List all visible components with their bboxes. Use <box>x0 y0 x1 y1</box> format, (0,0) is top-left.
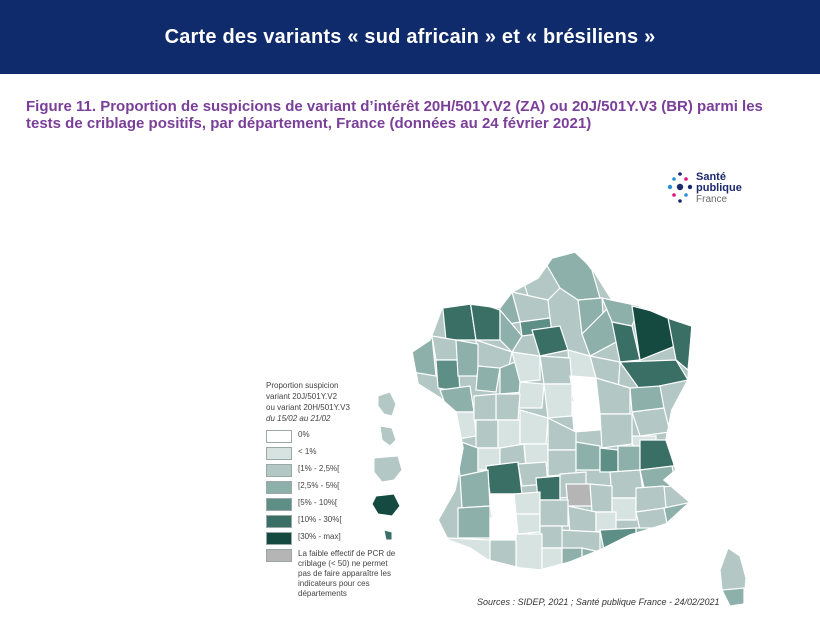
department-vendee <box>447 411 477 441</box>
department-tarn-et-garonne <box>515 513 541 535</box>
legend-label: La faible effectif de PCR de criblage (<… <box>298 549 396 598</box>
department-var <box>635 527 669 547</box>
legend-swatch <box>266 515 292 528</box>
department-gers <box>489 517 519 541</box>
department-yonne <box>569 375 601 403</box>
department-gironde <box>459 469 491 509</box>
legend-label: [5% - 10%[ <box>298 498 338 507</box>
department-loir-et-cher <box>517 381 545 409</box>
department-deux-sevres <box>475 419 499 449</box>
department-guyane <box>373 455 403 483</box>
department-martinique <box>379 425 397 447</box>
legend-swatch <box>266 498 292 511</box>
legend-swatch <box>266 549 292 562</box>
department-mayotte <box>383 529 393 541</box>
logo-line-1: Santé <box>696 171 726 183</box>
department-loiret <box>539 355 573 385</box>
department-ille-vilaine <box>455 339 479 377</box>
page-title: Carte des variants « sud africain » et «… <box>164 25 656 48</box>
legend-label: [2,5% - 5%[ <box>298 481 340 490</box>
department-saone-et-loire <box>599 413 633 449</box>
source-note: Sources : SIDEP, 2021 ; Santé publique F… <box>477 597 720 607</box>
department-puy-de-dome <box>547 449 577 477</box>
legend-entry-3: [2,5% - 5%[ <box>266 481 339 494</box>
legend-title: Proportion suspicion variant 20J/501Y.V2… <box>266 380 386 424</box>
map-legend: Proportion suspicion variant 20J/501Y.V2… <box>266 380 395 598</box>
department-loire-atlantique <box>439 385 475 413</box>
department-vienne <box>497 419 521 449</box>
legend-swatch <box>266 464 292 477</box>
department-maine-et-loire <box>473 393 497 421</box>
department-lot <box>513 491 541 515</box>
department-tarn <box>539 525 563 549</box>
department-alpes-haute-provence <box>635 507 669 531</box>
legend-entry-4: [5% - 10%[ <box>266 498 337 511</box>
department-haute-garonne <box>515 533 543 570</box>
department-aveyron <box>539 499 569 527</box>
legend-entry-2: [1% - 2,5%[ <box>266 464 339 477</box>
legend-swatch <box>266 447 292 460</box>
legend-swatch <box>266 430 292 443</box>
department-ain <box>617 445 641 473</box>
legend-title-line-2: variant 20J/501Y.V2 <box>266 392 338 401</box>
department-haute-savoie <box>639 439 675 471</box>
legend-entry-na: La faible effectif de PCR de criblage (<… <box>266 549 398 599</box>
department-cher <box>543 383 573 419</box>
header-banner: Carte des variants « sud africain » et «… <box>0 0 820 74</box>
department-nievre <box>571 399 601 433</box>
logo-line-3: France <box>696 194 728 205</box>
legend-entry-5: [10% - 30%[ <box>266 515 342 528</box>
department-landes <box>457 505 491 539</box>
department-ardeche <box>589 483 613 513</box>
legend-swatch <box>266 532 292 545</box>
department-corse-sud <box>721 587 745 607</box>
department-reunion <box>371 493 401 517</box>
legend-title-line-3: ou variant 20H/501Y.V3 <box>266 403 350 412</box>
department-lot-et-garonne <box>489 493 517 519</box>
department-guadeloupe <box>377 391 397 417</box>
legend-label: [1% - 2,5%[ <box>298 464 340 473</box>
department-dordogne <box>485 461 523 495</box>
department-morbihan <box>435 359 461 393</box>
department-eure-et-loir <box>511 351 541 383</box>
department-finistere <box>412 335 437 377</box>
department-cotes-armor <box>431 335 459 361</box>
department-aude <box>561 547 583 570</box>
legend-period: du 15/02 au 21/02 <box>266 414 331 423</box>
figure-title: Figure 11. Proportion de suspicions de v… <box>26 98 763 132</box>
legend-entry-0: 0% <box>266 430 310 443</box>
department-loire <box>575 441 601 471</box>
legend-label: [30% - max] <box>298 532 341 541</box>
legend-swatch <box>266 481 292 494</box>
legend-title-line-1: Proportion suspicion <box>266 381 339 390</box>
department-mayenne <box>475 365 501 393</box>
spf-logo-dots-icon <box>667 172 693 203</box>
logo-line-2: publique <box>696 182 742 194</box>
department-rhone <box>599 447 619 473</box>
spf-logo-text: Santé publique France <box>696 171 742 206</box>
legend-label: 0% <box>298 430 310 439</box>
legend-entry-1: < 1% <box>266 447 316 460</box>
legend-label: < 1% <box>298 447 317 456</box>
department-lozere <box>565 483 593 507</box>
legend-label: [10% - 30%[ <box>298 515 342 524</box>
department-indre-et-loire <box>495 393 521 421</box>
legend-entry-6: [30% - max] <box>266 532 341 545</box>
